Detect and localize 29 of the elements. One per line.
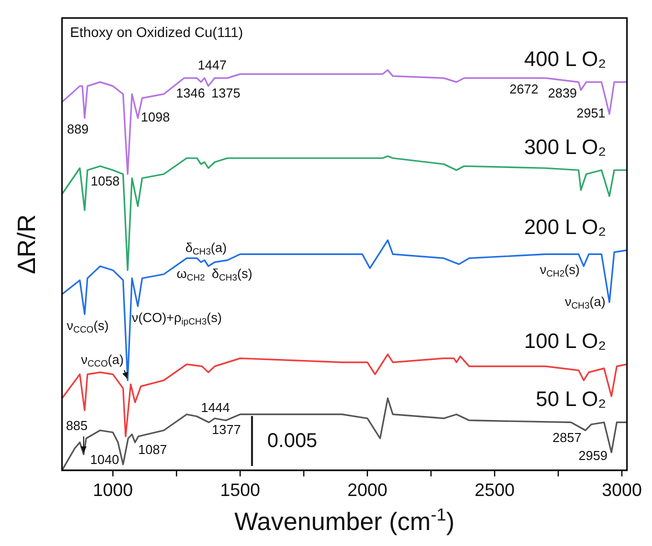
annotation: 1087	[138, 442, 168, 457]
y-axis-title: ΔR/R	[12, 214, 41, 274]
annotation: 2857	[552, 430, 582, 445]
series-label: 300 L O₂	[524, 136, 606, 159]
x-tick-label: 2000	[347, 480, 388, 500]
annotation: 1098	[140, 110, 170, 125]
annotation: 2672	[509, 82, 538, 97]
annotation: 1040	[90, 452, 120, 467]
annotation: 2951	[576, 106, 606, 121]
annotation: 2839	[548, 86, 577, 101]
x-tick-label: 2500	[474, 480, 515, 500]
annotation: 1375	[211, 86, 240, 101]
annotation: 885	[66, 418, 88, 433]
series-label: 50 L O₂	[536, 388, 606, 412]
annotation: 2959	[578, 448, 608, 463]
x-tick-label: 1000	[92, 480, 133, 500]
annotation: 889	[66, 122, 89, 137]
annotation: 1058	[90, 174, 120, 189]
series-label: 100 L O₂	[524, 330, 606, 354]
annotation: 1444	[200, 400, 230, 415]
chart-title: Ethoxy on Oxidized Cu(111)	[70, 24, 244, 40]
x-tick-label: 1500	[220, 480, 260, 500]
x-tick-label: 3000	[602, 480, 642, 500]
annotation: 1346	[176, 86, 205, 101]
series-label: 200 L O₂	[524, 216, 606, 239]
annotation: 1447	[198, 58, 227, 73]
annotation: 1377	[212, 422, 241, 437]
annotation: 0.005	[267, 430, 318, 452]
series-label: 400 L O₂	[524, 48, 606, 71]
